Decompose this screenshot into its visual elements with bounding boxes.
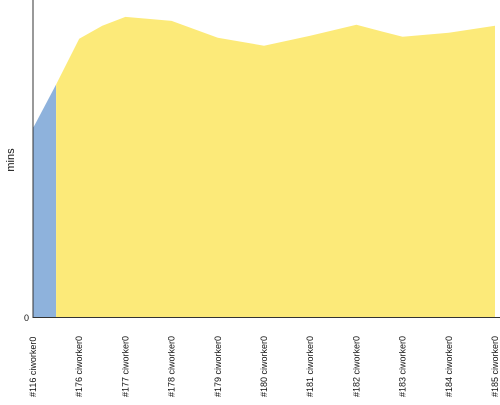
x-tick-label: #179 ciworker0 — [213, 336, 223, 397]
area-series-rest — [56, 16, 495, 319]
y-axis-label: mins — [5, 148, 17, 172]
x-tick-label: #185 ciworker0 — [490, 336, 500, 397]
x-tick-label: #116 ciworker0 — [28, 337, 38, 397]
x-tick-label: #178 ciworker0 — [167, 336, 177, 397]
y-tick-labels: 0 — [24, 313, 29, 323]
area-series-first — [33, 84, 57, 318]
x-tick-label: #176 ciworker0 — [74, 336, 84, 397]
x-tick-label: #181 ciworker0 — [305, 336, 315, 397]
x-tick-labels: #116 ciworker0 #176 ciworker0 #177 ciworke… — [28, 336, 500, 397]
y-tick-label: 0 — [24, 313, 29, 323]
x-tick-label: #180 ciworker0 — [259, 336, 269, 397]
x-tick-label: #183 ciworker0 — [398, 336, 408, 397]
area-series-group — [33, 16, 495, 319]
x-tick-label: #177 ciworker0 — [120, 336, 130, 397]
x-tick-label: #184 ciworker0 — [444, 336, 454, 397]
x-tick-label: #182 ciworker0 — [351, 336, 361, 397]
